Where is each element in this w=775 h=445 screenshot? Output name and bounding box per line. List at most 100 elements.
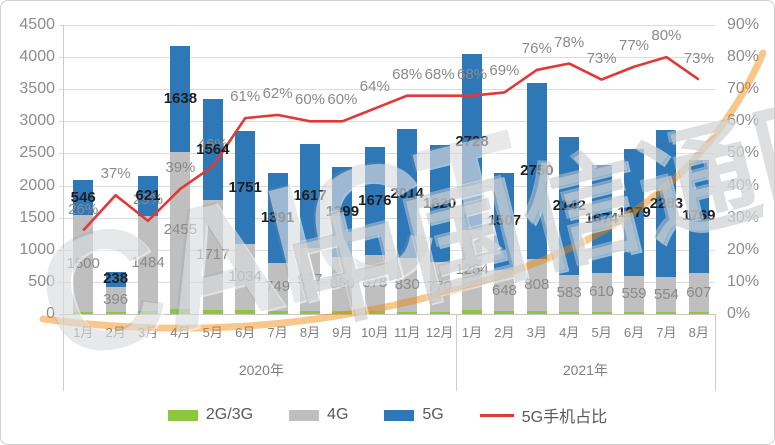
label-4g: 878: [362, 274, 388, 292]
label-4g: 1500: [66, 254, 100, 272]
bar-5g: [105, 271, 126, 287]
legend-item-4g: 4G: [289, 406, 348, 424]
x-group-year: 2020年: [238, 362, 284, 378]
label-4g: 1254: [455, 260, 489, 278]
legend-swatch: [384, 409, 415, 421]
label-4g: 559: [621, 285, 647, 303]
y-axis-tick-right: 60%: [727, 112, 760, 130]
y-axis-tick-right: 10%: [727, 272, 760, 290]
x-tick-month: 3月: [526, 325, 547, 340]
label-5g-share: 69%: [489, 62, 520, 80]
label-5g: 1820: [422, 194, 457, 212]
label-5g: 238: [103, 270, 129, 288]
bar-4g: [397, 258, 418, 312]
bar-4g: [364, 255, 385, 312]
label-5g-share: 76%: [521, 39, 552, 57]
y-axis-tick-left: 500: [28, 272, 55, 290]
label-4g: 610: [589, 283, 615, 301]
x-tick-month: 1月: [73, 325, 94, 340]
bar-2g3g: [429, 311, 450, 314]
x-tick-month: 12月: [425, 325, 454, 340]
axis-separator: [715, 314, 716, 391]
label-5g: 1769: [682, 207, 716, 225]
bar-2g3g: [332, 311, 353, 314]
y-axis-tick-right: 20%: [727, 240, 760, 258]
y-axis-tick-left: 1500: [19, 208, 55, 226]
bar-4g: [332, 256, 353, 312]
legend-swatch: [167, 409, 198, 421]
label-5g-share: 80%: [651, 27, 682, 45]
label-5g: 2750: [520, 161, 554, 179]
bar-2g3g: [170, 309, 191, 314]
bar-4g: [591, 272, 612, 313]
label-5g: 1638: [163, 89, 198, 107]
x-tick-month: 7月: [267, 325, 288, 340]
x-tick-month: 1月: [461, 325, 483, 340]
bar-4g: [73, 215, 94, 312]
bar-2g3g: [202, 310, 223, 314]
legend-label: 5G手机占比: [521, 409, 608, 426]
bar-4g: [526, 259, 547, 312]
x-tick-month: 6月: [235, 325, 256, 340]
label-5g: 621: [135, 186, 161, 204]
label-5g: 1564: [196, 140, 230, 158]
bar-2g3g: [235, 310, 256, 314]
label-5g-share: 37%: [100, 165, 131, 183]
x-tick-month: 5月: [591, 325, 612, 340]
bar-4g: [688, 273, 709, 313]
bar-4g: [429, 262, 450, 312]
x-tick-month: 7月: [656, 325, 677, 340]
bar-2g3g: [624, 312, 644, 314]
label-4g: 554: [653, 285, 679, 303]
bar-4g: [300, 248, 320, 312]
y-axis-tick-right: 0%: [727, 305, 751, 322]
bar-2g3g: [300, 311, 320, 314]
label-4g: 1484: [131, 254, 165, 272]
bar-2g3g: [364, 311, 385, 314]
bar-4g: [559, 274, 580, 312]
bar-2g3g: [267, 310, 288, 314]
y-axis-line: [63, 25, 64, 314]
legend-label: 2G/3G: [205, 406, 254, 423]
gridline: [59, 281, 715, 283]
gridline: [59, 314, 715, 315]
label-5g: 546: [70, 188, 96, 206]
y-axis-tick-right: 80%: [727, 48, 760, 66]
axis-separator: [63, 314, 64, 391]
gridline: [59, 249, 715, 251]
label-4g: 830: [394, 276, 420, 294]
x-tick-month: 2月: [105, 325, 126, 340]
bar-4g: [462, 229, 482, 311]
bar-2g3g: [656, 312, 677, 314]
legend-swatch: [479, 413, 514, 417]
label-4g: 607: [686, 283, 712, 301]
bar-4g: [235, 243, 256, 311]
label-5g-share: 39%: [165, 158, 196, 176]
bar-2g3g: [397, 311, 418, 314]
bar-2g3g: [591, 312, 612, 314]
bar-2g3g: [73, 311, 94, 314]
axis-separator: [455, 314, 457, 391]
label-4g: 850: [329, 275, 355, 293]
y-axis-tick-right: 40%: [727, 176, 760, 194]
legend-label: 5G: [422, 406, 444, 423]
label-5g: 1751: [228, 178, 262, 196]
label-4g: 648: [491, 281, 517, 299]
bar-4g: [138, 215, 158, 312]
x-group-year: 2021年: [562, 362, 608, 378]
legend-item-2g3g: 2G/3G: [167, 406, 254, 424]
legend: 2G/3G 4G 5G 5G手机占比: [1, 402, 774, 428]
x-tick-month: 10月: [361, 325, 389, 340]
x-tick-month: 8月: [688, 325, 709, 340]
x-tick-month: 5月: [202, 325, 223, 340]
label-4g: 1034: [228, 267, 262, 285]
y-axis-tick-left: 3500: [19, 80, 55, 98]
y-axis-tick-left: 3000: [19, 112, 55, 130]
label-4g: 749: [265, 277, 291, 295]
x-tick-month: 11月: [393, 325, 421, 340]
bar-4g: [105, 286, 126, 313]
legend-swatch: [289, 409, 320, 421]
legend-item-5g: 5G手机占比: [479, 403, 608, 427]
